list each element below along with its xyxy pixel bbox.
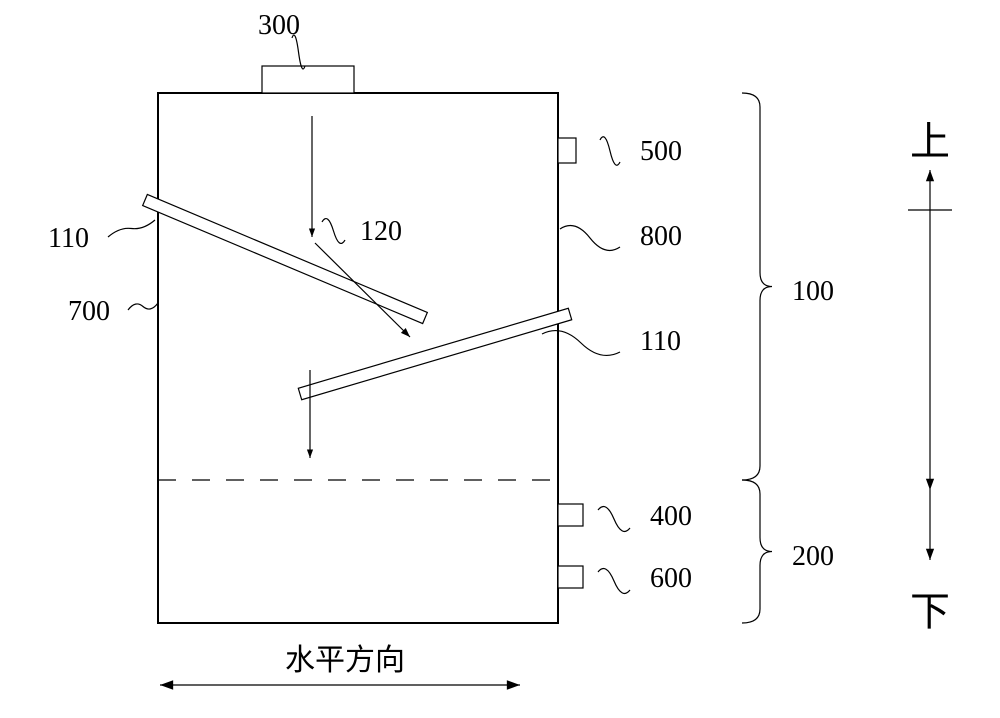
side-port-500 xyxy=(558,138,576,163)
figure: 300 500 800 110 400 600 110 700 120 100 200 上下水平方向 xyxy=(0,0,1000,718)
label-400: 400 xyxy=(650,501,692,532)
label-800: 800 xyxy=(640,221,682,252)
brace-label-200: 200 xyxy=(792,541,834,572)
label-700: 700 xyxy=(68,296,110,327)
label-300: 300 xyxy=(258,10,300,41)
top-inlet-block xyxy=(262,66,354,93)
label-120: 120 xyxy=(360,216,402,247)
label-500: 500 xyxy=(640,136,682,167)
label-600: 600 xyxy=(650,563,692,594)
label-110R: 110 xyxy=(640,326,681,357)
side-port-400 xyxy=(558,504,583,526)
orient-down-label: 下 xyxy=(910,589,950,634)
label-110L: 110 xyxy=(48,223,89,254)
side-port-600 xyxy=(558,566,583,588)
horizontal-label: 水平方向 xyxy=(285,644,405,677)
brace-label-100: 100 xyxy=(792,276,834,307)
orient-up-label: 上 xyxy=(910,119,950,164)
